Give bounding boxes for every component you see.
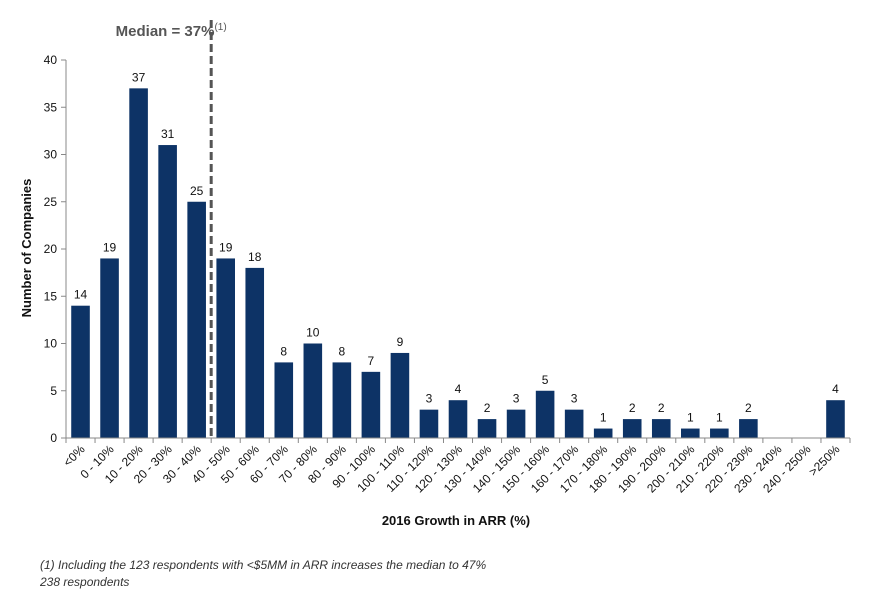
bar (100, 258, 119, 438)
y-tick-label: 15 (44, 289, 58, 303)
bar (245, 267, 265, 438)
y-tick-label: 0 (50, 431, 57, 445)
bar (622, 419, 642, 438)
data-label: 4 (832, 382, 839, 396)
bar (651, 419, 671, 438)
bar (535, 390, 555, 438)
y-axis: 0 5 10 15 20 25 30 35 40 (44, 53, 67, 445)
data-label: 7 (368, 354, 375, 368)
bar (158, 145, 177, 439)
y-tick-label: 25 (44, 195, 58, 209)
data-label: 2 (629, 401, 636, 415)
data-label: 2 (658, 401, 665, 415)
bar (477, 419, 497, 438)
y-tick-label: 5 (50, 384, 57, 398)
y-tick-label: 30 (44, 148, 58, 162)
bar (506, 409, 526, 438)
y-tick-label: 20 (44, 242, 58, 256)
bar (593, 428, 613, 438)
data-label: 19 (219, 240, 233, 254)
bar (129, 88, 148, 438)
bar (361, 371, 381, 438)
bar (564, 409, 584, 438)
footnote-2: 238 respondents (40, 575, 130, 589)
data-label: 8 (280, 344, 287, 358)
data-label: 3 (426, 392, 433, 406)
bar (187, 201, 206, 438)
data-label: 8 (339, 344, 346, 358)
data-label: 1 (716, 411, 723, 425)
bar (71, 305, 90, 438)
data-label: 5 (542, 373, 549, 387)
data-label: 1 (600, 411, 607, 425)
y-tick-label: 35 (44, 100, 58, 114)
bar (332, 362, 352, 438)
median-footnote-ref: (1) (214, 22, 226, 33)
bar (826, 400, 845, 438)
data-label: 25 (190, 184, 204, 198)
y-tick-label: 40 (44, 53, 58, 67)
bar (390, 352, 410, 438)
median-label: Median = 37%(1) (116, 22, 227, 40)
data-label: 3 (513, 392, 520, 406)
data-label: 4 (455, 382, 462, 396)
x-axis-title: 2016 Growth in ARR (%) (382, 513, 530, 528)
median-marker: Median = 37%(1) (116, 20, 227, 438)
bar (710, 428, 729, 438)
bar (216, 258, 235, 438)
bar (739, 419, 758, 438)
data-label: 3 (571, 392, 578, 406)
y-tick-label: 10 (44, 337, 58, 351)
data-label: 2 (484, 401, 491, 415)
bar (448, 400, 468, 438)
data-label: 19 (103, 240, 117, 254)
data-label: 2 (745, 401, 752, 415)
y-axis-title: Number of Companies (19, 179, 34, 318)
bar (303, 343, 323, 438)
data-label: 10 (306, 326, 320, 340)
data-label: 37 (132, 70, 146, 84)
bar (274, 362, 294, 438)
data-label: 9 (397, 335, 404, 349)
data-label: 14 (74, 288, 88, 302)
x-tick-label: >250% (806, 442, 843, 479)
footnote-1: (1) Including the 123 respondents with <… (40, 558, 487, 572)
bar (681, 428, 700, 438)
data-label: 18 (248, 250, 262, 264)
bar (419, 409, 439, 438)
x-axis: <0%0 - 10%10 - 20%20 - 30%30 - 40%40 - 5… (61, 437, 851, 496)
data-label: 1 (687, 411, 694, 425)
data-label: 31 (161, 127, 175, 141)
